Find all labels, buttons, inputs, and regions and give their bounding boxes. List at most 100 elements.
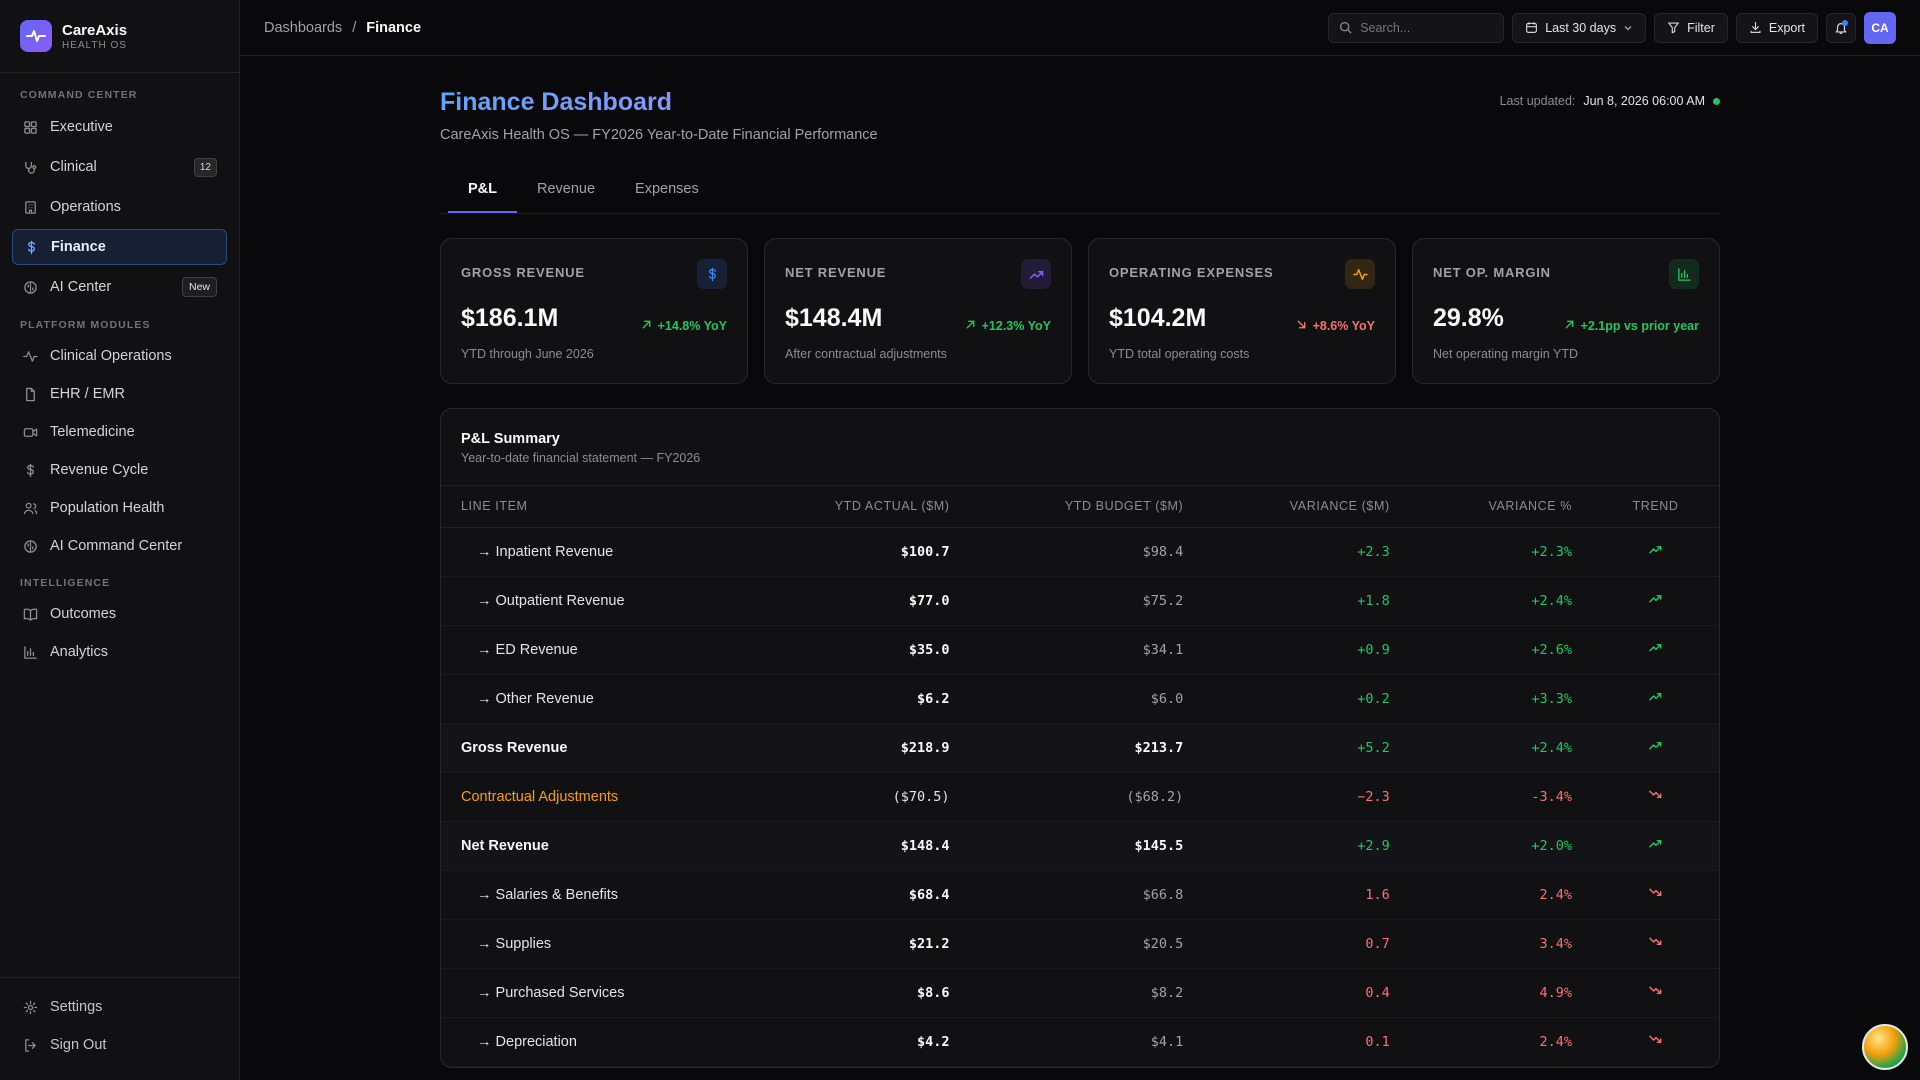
sidebar-item-operations[interactable]: Operations (12, 189, 227, 225)
kpi-value: $104.2M (1109, 304, 1207, 332)
date-range-select[interactable]: Last 30 days (1512, 12, 1647, 43)
kpi-label: GROSS REVENUE (461, 265, 585, 280)
search-input[interactable] (1360, 20, 1481, 35)
sidebar-item-revenue-cycle[interactable]: Revenue Cycle (12, 453, 227, 487)
trend-down-icon (1648, 888, 1663, 904)
kpi-card-net-op-margin[interactable]: NET OP. MARGIN 29.8% +2.1pp vs prior year N… (1412, 238, 1720, 384)
tab-expenses[interactable]: Expenses (635, 181, 699, 197)
sidebar-item-ai-center[interactable]: AI Center New (12, 269, 227, 305)
kpi-note: Net operating margin YTD (1433, 347, 1578, 361)
sidebar-item-finance[interactable]: Finance (12, 229, 227, 265)
cell-line-item: Contractual Adjustments (441, 772, 742, 822)
cell-trend (1592, 919, 1719, 969)
activity-icon (22, 348, 38, 364)
cell-variance: −2.3 (1203, 772, 1410, 822)
col-variance[interactable]: VARIANCE ($M) (1203, 486, 1410, 528)
cell-ytd-budget: $213.7 (969, 723, 1204, 773)
table-row[interactable]: Net Revenue $148.4 $145.5 +2.9 +2.0% (441, 821, 1719, 871)
cell-variance-pct: 4.9% (1409, 968, 1593, 1018)
table-row[interactable]: → Supplies $21.2 $20.5 0.7 3.4% (441, 919, 1719, 969)
cell-ytd-budget: $8.2 (969, 968, 1204, 1018)
table-row[interactable]: Gross Revenue $218.9 $213.7 +5.2 +2.4% (441, 723, 1719, 773)
cell-variance: +2.3 (1203, 527, 1410, 577)
breadcrumb-dashboards[interactable]: Dashboards (264, 19, 343, 36)
table-row[interactable]: → Purchased Services $8.6 $8.2 0.4 4.9% (441, 968, 1719, 1018)
trend-up-icon (1648, 594, 1663, 610)
date-range-label: Last 30 days (1545, 20, 1617, 35)
sidebar-item-outcomes[interactable]: Outcomes (12, 597, 227, 631)
cell-variance: +0.9 (1203, 625, 1410, 675)
cell-variance-pct: +2.0% (1409, 821, 1593, 871)
sidebar-item-sign-out[interactable]: Sign Out (12, 1028, 227, 1062)
bar-chart-icon (1669, 259, 1699, 289)
assistant-chat-button[interactable] (1862, 1024, 1908, 1070)
sidebar-item-executive[interactable]: Executive (12, 109, 227, 145)
kpi-note: YTD through June 2026 (461, 347, 594, 361)
tab-p-l[interactable]: P&L (448, 171, 517, 213)
brand[interactable]: CareAxis HEALTH OS (0, 0, 239, 73)
cell-variance-pct: 3.4% (1409, 919, 1593, 969)
sidebar-item-analytics[interactable]: Analytics (12, 635, 227, 669)
kpi-card-gross-revenue[interactable]: GROSS REVENUE $186.1M +14.8% YoY YTD throug… (440, 238, 748, 384)
cell-trend (1592, 527, 1719, 577)
col-ytd-budget[interactable]: YTD BUDGET ($M) (969, 486, 1204, 528)
cell-ytd-budget: ($68.2) (969, 772, 1204, 822)
col-line-item[interactable]: LINE ITEM (441, 486, 742, 528)
export-button[interactable]: Export (1735, 12, 1818, 43)
table-row[interactable]: → Outpatient Revenue $77.0 $75.2 +1.8 +2.4% (441, 576, 1719, 626)
sidebar-item-ai-command-center[interactable]: AI Command Center (12, 529, 227, 563)
trend-down-icon (1648, 1035, 1663, 1051)
tab-revenue[interactable]: Revenue (537, 181, 596, 197)
kpi-card-net-revenue[interactable]: NET REVENUE $148.4M +12.3% YoY After contra… (764, 238, 1072, 384)
table-row[interactable]: → Inpatient Revenue $100.7 $98.4 +2.3 +2.3% (441, 527, 1719, 577)
dollar-icon (23, 239, 39, 255)
cell-line-item: → ED Revenue (441, 625, 742, 675)
cell-ytd-actual: $100.7 (741, 527, 970, 577)
calendar-icon (1526, 22, 1538, 33)
pnl-table: LINE ITEM YTD ACTUAL ($M) YTD BUDGET ($M… (441, 486, 1719, 1067)
sidebar-item-label: Outcomes (50, 606, 117, 622)
sidebar-item-settings[interactable]: Settings (12, 990, 227, 1024)
col-ytd-actual[interactable]: YTD ACTUAL ($M) (741, 486, 970, 528)
search-icon (1340, 21, 1352, 34)
search-box[interactable] (1328, 12, 1505, 43)
kpi-value: 29.8% (1433, 304, 1504, 332)
main-area: Dashboards / Finance Last 30 days Filter (240, 0, 1920, 1080)
filter-icon (1668, 22, 1680, 34)
col-variance-pct[interactable]: VARIANCE % (1409, 486, 1593, 528)
cell-trend (1592, 870, 1719, 920)
sidebar-item-telemedicine[interactable]: Telemedicine (12, 415, 227, 449)
sidebar-item-label: AI Center (50, 279, 112, 295)
trend-up-icon (1648, 839, 1663, 855)
stethoscope-icon (22, 159, 38, 175)
cell-variance: 1.6 (1203, 870, 1410, 920)
pulse-logo-icon (20, 20, 52, 52)
kpi-card-operating-expenses[interactable]: OPERATING EXPENSES $104.2M +8.6% YoY YTD to… (1088, 238, 1396, 384)
cell-trend (1592, 968, 1719, 1018)
cell-variance-pct: +2.3% (1409, 527, 1593, 577)
cell-variance-pct: -3.4% (1409, 772, 1593, 822)
sidebar-item-ehr-emr[interactable]: EHR / EMR (12, 377, 227, 411)
table-row[interactable]: → Salaries & Benefits $68.4 $66.8 1.6 2.4% (441, 870, 1719, 920)
kpi-cards: GROSS REVENUE $186.1M +14.8% YoY YTD throug… (440, 238, 1720, 384)
cell-trend (1592, 821, 1719, 871)
user-avatar[interactable]: CA (1864, 11, 1896, 44)
page-subtitle: CareAxis Health OS — FY2026 Year-to-Date… (440, 127, 878, 143)
sidebar-item-population-health[interactable]: Population Health (12, 491, 227, 525)
cell-ytd-actual: $77.0 (741, 576, 970, 626)
arrow-up-right-icon (1564, 319, 1575, 333)
chevron-down-icon (1624, 25, 1632, 30)
cell-ytd-actual: $6.2 (741, 674, 970, 724)
sidebar-item-clinical-operations[interactable]: Clinical Operations (12, 339, 227, 373)
table-row[interactable]: → Depreciation $4.2 $4.1 0.1 2.4% (441, 1017, 1719, 1067)
notifications-button[interactable] (1826, 12, 1856, 43)
sidebar-item-clinical[interactable]: Clinical 12 (12, 149, 227, 185)
filter-button[interactable]: Filter (1654, 12, 1728, 43)
table-row[interactable]: → ED Revenue $35.0 $34.1 +0.9 +2.6% (441, 625, 1719, 675)
sidebar: CareAxis HEALTH OS COMMAND CENTER Executi… (0, 0, 240, 1080)
table-row[interactable]: → Other Revenue $6.2 $6.0 +0.2 +3.3% (441, 674, 1719, 724)
brain-icon (22, 279, 38, 295)
table-row[interactable]: Contractual Adjustments ($70.5) ($68.2) −2.… (441, 772, 1719, 822)
sidebar-item-label: Clinical (50, 159, 97, 175)
notification-dot (1842, 19, 1848, 26)
